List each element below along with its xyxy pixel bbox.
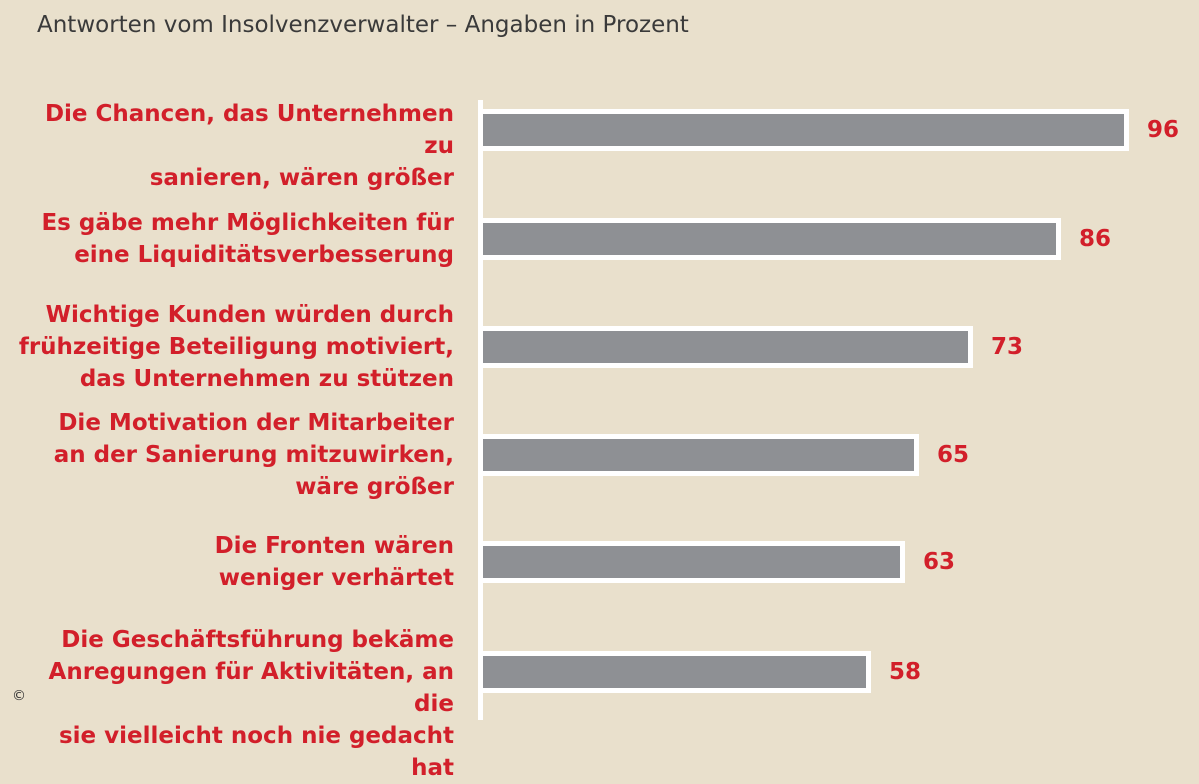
bar-value-label: 86 [1079,226,1112,252]
bar [478,651,871,693]
category-label: Die Geschäftsführung bekäme Anregungen f… [48,627,454,781]
bar [478,326,973,368]
bar-value-label: 73 [991,334,1024,360]
category-label: Die Chancen, das Unternehmen zu sanieren… [44,101,454,191]
bar [478,434,919,476]
bar-value-label: 96 [1147,117,1180,143]
category-label: Wichtige Kunden würden durch frühzeitige… [18,302,454,392]
copyright-mark: © [12,688,26,704]
chart-baseline [478,100,483,720]
category-label: Die Fronten wären weniger verhärtet [214,533,454,591]
bar [478,218,1061,260]
category-label: Es gäbe mehr Möglichkeiten für eine Liqu… [41,210,454,268]
bar-value-label: 65 [937,442,970,468]
bar-value-label: 58 [889,659,922,685]
bar [478,541,905,583]
bar-value-label: 63 [923,549,956,575]
chart-subtitle: Antworten vom Insolvenzverwalter – Angab… [37,12,689,38]
bar [478,109,1129,151]
category-label: Die Motivation der Mitarbeiter an der Sa… [53,410,454,500]
